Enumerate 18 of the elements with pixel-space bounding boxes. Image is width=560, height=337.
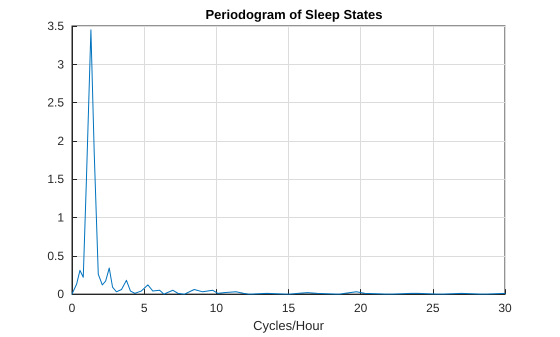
y-tick-label: 2 (57, 134, 64, 148)
y-tick-label: 2.5 (47, 96, 64, 110)
y-tick-label: 1 (57, 210, 64, 224)
x-tick-label: 30 (498, 301, 512, 316)
line-series (72, 29, 506, 295)
x-tick-label: 25 (426, 301, 440, 316)
x-axis-title: Cycles/Hour (253, 318, 325, 333)
y-tick-label: 3 (57, 57, 64, 72)
x-tick-label: 10 (210, 301, 224, 316)
y-tick-label: 1.5 (47, 172, 64, 186)
x-tick-label: 5 (140, 301, 148, 316)
chart-title: Periodogram of Sleep States (206, 7, 382, 22)
y-tick-label: 3.5 (47, 19, 64, 33)
x-tick-label: 0 (68, 301, 76, 316)
x-tick-label: 15 (282, 301, 296, 316)
x-tick-label: 20 (354, 301, 368, 316)
y-tick-label: 0 (57, 287, 64, 302)
y-tick-label: 0.5 (47, 248, 64, 263)
